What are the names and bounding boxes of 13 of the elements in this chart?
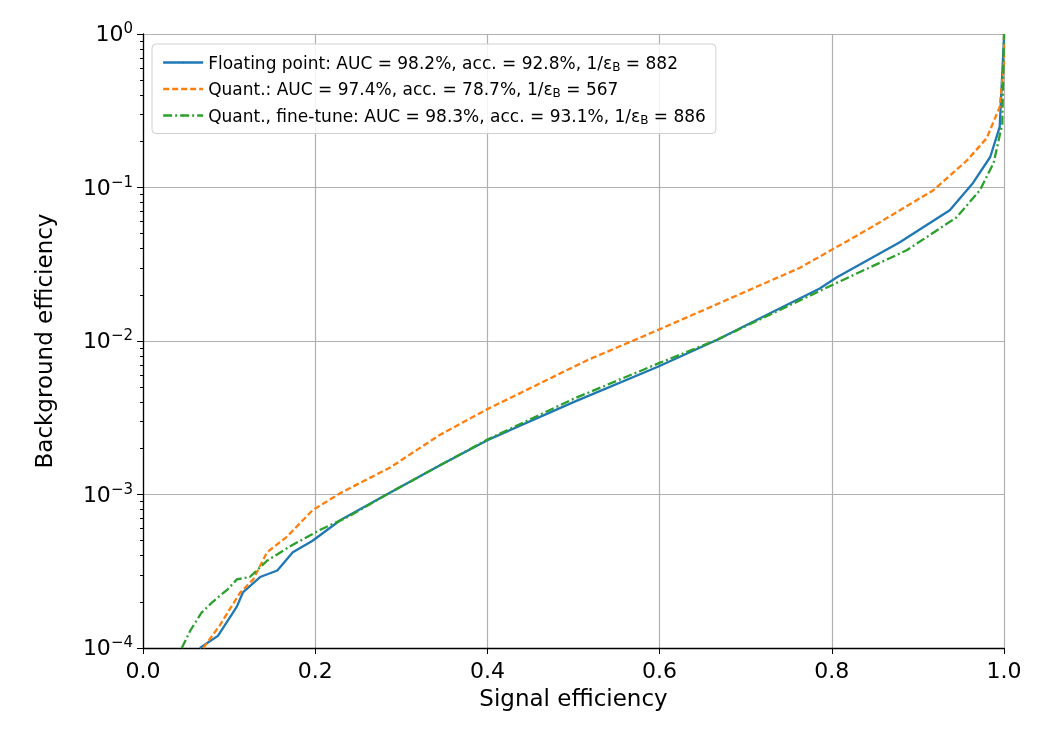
x-tick-label: 0.8	[814, 657, 850, 683]
x-tick-label: 0.4	[469, 657, 505, 683]
y-tick-label: 10$^{−3}$	[82, 479, 133, 508]
x-tick-label: 0.2	[297, 657, 333, 683]
y-tick-label: 10$^{0}$	[95, 18, 133, 47]
x-tick-label: 0.6	[642, 657, 678, 683]
x-axis-title: Signal efficiency	[479, 685, 668, 712]
y-tick-label: 10$^{−4}$	[82, 632, 133, 660]
y-tick-label: 10$^{−2}$	[82, 325, 133, 354]
y-axis-title: Background efficiency	[30, 213, 57, 469]
y-tick-label: 10$^{−1}$	[82, 172, 133, 201]
x-tick-label: 0.0	[125, 657, 161, 683]
x-tick-label: 1.0	[986, 657, 1022, 683]
